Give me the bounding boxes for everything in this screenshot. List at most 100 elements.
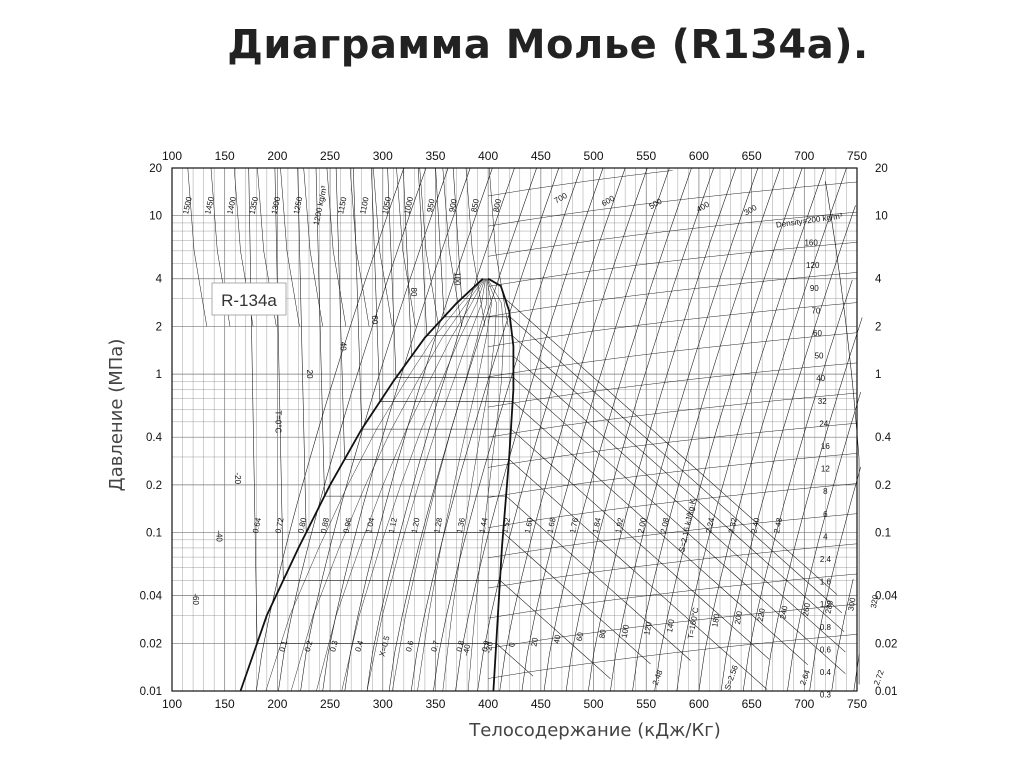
isotherm — [274, 167, 611, 680]
curves — [187, 167, 863, 692]
liquid-density-label: 1250 — [292, 195, 305, 215]
isotherm — [418, 167, 845, 632]
y-tick-label-right: 10 — [875, 211, 888, 223]
x-tick-label-top: 450 — [531, 149, 551, 163]
isochore — [488, 603, 858, 649]
isochore — [488, 332, 858, 378]
isentrope — [698, 167, 847, 692]
x-tick-label-bottom: 650 — [742, 697, 762, 711]
y-tick-label-right: 0.2 — [875, 480, 891, 492]
isentrope — [765, 317, 863, 692]
entropy-label: 1.12 — [387, 516, 399, 534]
isotherm — [452, 167, 838, 595]
isochore — [488, 483, 858, 528]
saturated-liquid-line — [239, 278, 484, 692]
isentrope — [366, 167, 515, 692]
isotherm — [371, 167, 808, 666]
quality-label: 0.2 — [303, 639, 315, 653]
vapor-density-label: 0.3 — [820, 691, 832, 700]
x-tick-label-top: 750 — [847, 149, 867, 163]
entropy-label: 1.92 — [614, 516, 626, 534]
isotherm-label: T=0°C — [273, 410, 282, 433]
x-tick-label-bottom: 600 — [689, 697, 709, 711]
y-tick-label-right: 1 — [875, 369, 881, 381]
quality-line — [290, 278, 485, 692]
liquid-density-label: 900 — [447, 198, 459, 213]
isotherm — [435, 167, 843, 614]
entropy-label: 0.88 — [319, 516, 331, 534]
liquid-density-line — [187, 167, 208, 327]
isentrope — [831, 578, 854, 692]
superheat-isotherm-label: 60 — [575, 631, 586, 642]
y-tick-label-right: 2 — [875, 321, 881, 333]
entropy-label: 0.80 — [296, 516, 308, 534]
isotherm — [297, 167, 651, 665]
liquid-density-label: 1300 — [270, 195, 283, 215]
isentrope — [499, 167, 648, 692]
isentrope — [676, 167, 825, 692]
isotherm — [315, 167, 691, 661]
isentrope — [322, 167, 471, 692]
isochore — [488, 513, 858, 559]
liquid-density-label: 500 — [647, 196, 664, 211]
x-tick-label-top: 400 — [478, 149, 498, 163]
quality-label: 0.1 — [278, 639, 290, 653]
x-tick-label-top: 200 — [267, 149, 287, 163]
liquid-density-label: 950 — [425, 198, 437, 213]
liquid-density-label: 800 — [492, 198, 504, 213]
vapor-density-label: 1.2 — [820, 600, 832, 609]
vapor-density-label: 120 — [806, 261, 820, 270]
liquid-density-line — [419, 167, 439, 327]
vapor-density-label: 32 — [818, 397, 827, 406]
refrigerant-label-box — [211, 282, 287, 316]
entropy-label-low: 2.72 — [872, 668, 886, 686]
entropy-label: 2.40 — [749, 516, 761, 534]
liquid-density-label: 1400 — [225, 195, 238, 215]
quality-line — [417, 278, 492, 692]
entropy-label: 1.20 — [410, 516, 422, 534]
quality-label: X=0.5 — [377, 634, 391, 657]
liquid-density-line — [280, 167, 300, 327]
vapor-density-label: 24 — [819, 419, 828, 428]
liquid-density-line — [373, 167, 393, 327]
superheat-isotherm-label: 220 — [756, 607, 767, 622]
superheat-isotherm-label: 120 — [642, 621, 653, 636]
vapor-density-label: 160 — [804, 239, 818, 248]
y-tick-label-left: 0.1 — [146, 528, 162, 540]
vapor-density-label: 1.6 — [820, 578, 832, 587]
vapor-density-label: Density=200 kg/m³ — [775, 211, 843, 229]
plot-frame — [171, 167, 858, 692]
x-tick-label-bottom: 300 — [373, 697, 393, 711]
isotherm — [402, 167, 846, 653]
x-tick-label-bottom: 400 — [478, 697, 498, 711]
isochore — [488, 422, 858, 468]
isochore — [488, 453, 858, 498]
isotherm — [387, 167, 846, 674]
y-tick-label-right: 0.02 — [875, 638, 897, 650]
liquid-density-label: 600 — [600, 193, 617, 208]
x-tick-label-top: 250 — [320, 149, 340, 163]
superheat-isotherm-label: 260 — [801, 602, 812, 617]
liquid-density-label: 1050 — [380, 195, 393, 215]
entropy-label: 2.24 — [704, 516, 716, 534]
liquid-density-label: 1100 — [358, 196, 370, 215]
isentrope — [455, 167, 604, 692]
x-tick-label-top: 500 — [584, 149, 604, 163]
y-tick-label-right: 0.1 — [875, 528, 891, 540]
liquid-density-line — [396, 167, 416, 327]
entropy-label-low: S=2.56 — [723, 664, 740, 692]
isotherm-label: 80 — [409, 288, 418, 297]
isochore — [488, 302, 858, 347]
entropy-label: 1.84 — [591, 516, 603, 534]
isotherm-label: 60 — [370, 315, 379, 324]
x-tick-label-top: 100 — [162, 149, 182, 163]
isentrope — [787, 392, 861, 692]
entropy-label: 0.72 — [274, 516, 286, 534]
liquid-density-line — [326, 167, 347, 327]
x-tick-label-top: 600 — [689, 149, 709, 163]
superheat-isotherm-label: 300 — [846, 596, 857, 611]
superheat-isotherm-label: -20 — [484, 640, 495, 653]
vapor-density-label: 60 — [813, 329, 822, 338]
saturated-vapor-line — [487, 277, 515, 692]
